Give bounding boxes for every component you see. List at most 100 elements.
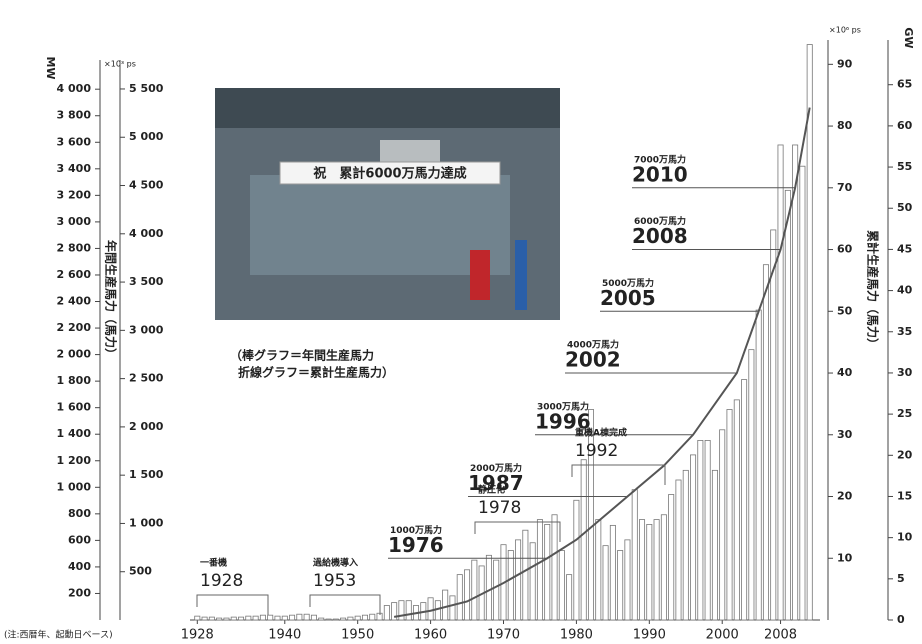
bar [223, 617, 230, 621]
tick-label: 400 [68, 560, 91, 573]
bar [515, 539, 522, 621]
photo-banner: 祝 累計6000万馬力達成 [313, 166, 466, 182]
tick-label: 2 600 [57, 268, 92, 281]
tick-label: 15 [897, 489, 912, 502]
bar [245, 615, 252, 621]
tick-label: 60 [897, 119, 913, 132]
bar [653, 519, 660, 621]
y2-unit: ×10⁶ ps [829, 26, 861, 35]
bar [544, 524, 551, 621]
milestone-year: 2002 [565, 348, 621, 372]
milestone-year: 1996 [535, 409, 591, 433]
bar [485, 554, 492, 621]
bar [252, 615, 259, 621]
photo [215, 88, 560, 320]
milestone-year: 1987 [468, 471, 524, 495]
event-label: 一番機 [200, 557, 227, 569]
tick-label: 65 [897, 78, 912, 91]
bar [755, 309, 762, 621]
bar [799, 165, 806, 621]
bar [507, 550, 514, 621]
tick-label: 25 [897, 407, 912, 420]
bar [405, 600, 412, 621]
tick-label: 2 000 [129, 420, 164, 433]
bar [332, 618, 339, 621]
tick-label: 1 400 [57, 427, 92, 440]
bar [551, 514, 558, 621]
tick-label: 3 800 [57, 109, 92, 122]
milestone-label: 6000万馬力 [634, 215, 686, 227]
tick-label: 20 [897, 448, 913, 461]
bar [464, 569, 471, 621]
bar [704, 440, 711, 621]
bar [456, 574, 463, 621]
gw-unit: GW [902, 27, 915, 48]
event-bracket [196, 594, 269, 615]
bar [580, 459, 587, 621]
tick-label: 10 [837, 551, 853, 564]
bar [660, 514, 667, 621]
tick-label: 20 [837, 490, 853, 503]
y2-title: 累計生産馬力（馬力） [866, 230, 881, 350]
bar [733, 399, 740, 621]
bar [310, 614, 317, 621]
bar [587, 409, 594, 621]
x-tick-label: 2008 [764, 628, 797, 643]
event-bracket [309, 594, 381, 615]
bar [354, 615, 361, 621]
tick-label: 60 [837, 243, 853, 256]
bar [529, 542, 536, 621]
note: (注:西暦年、起動日ベース) [4, 629, 113, 641]
tick-label: 1 000 [57, 480, 92, 493]
bar [719, 429, 726, 621]
bar [617, 550, 624, 621]
bar [493, 559, 500, 621]
tick-label: 2 200 [57, 321, 92, 334]
bar [391, 602, 398, 621]
x-tick-label: 1970 [487, 628, 520, 643]
tick-label: 2 800 [57, 241, 92, 254]
bar [201, 616, 208, 621]
bar [741, 379, 748, 621]
bar [427, 597, 434, 621]
bar [347, 616, 354, 621]
milestone-label: 3000万馬力 [537, 400, 589, 412]
bar [806, 44, 813, 621]
bar [383, 605, 390, 621]
x-tick-label: 1980 [560, 628, 593, 643]
event-label: 重機A棟完成 [575, 427, 627, 439]
event-label: 過給機導入 [312, 557, 358, 569]
x-tick-label: 1990 [633, 628, 666, 643]
bar [340, 617, 347, 621]
milestone-year: 2005 [600, 286, 656, 310]
bar [208, 616, 215, 621]
milestone-label: 7000万馬力 [634, 153, 686, 165]
bar [595, 519, 602, 621]
bar [289, 614, 296, 621]
bar [303, 613, 310, 621]
event-year: 1978 [478, 498, 521, 518]
legend-line: 折線グラフ＝累計生産馬力） [238, 365, 394, 380]
event-year: 1928 [200, 571, 243, 591]
bar [690, 454, 697, 621]
x-tick-label: 2000 [706, 628, 739, 643]
bar [216, 617, 223, 621]
event-year: 1953 [313, 571, 356, 591]
tick-label: 200 [68, 586, 91, 599]
bar [230, 616, 237, 621]
tick-label: 3 600 [57, 135, 92, 148]
tick-label: 70 [837, 181, 853, 194]
tick-label: 35 [897, 325, 912, 338]
bar [398, 600, 405, 621]
bar [267, 614, 274, 621]
tick-label: 3 400 [57, 162, 92, 175]
tick-label: 30 [837, 428, 853, 441]
tick-label: 800 [68, 507, 91, 520]
event-bracket [474, 521, 561, 542]
milestone-year: 2008 [632, 224, 688, 248]
bar [296, 613, 303, 621]
bar [471, 559, 478, 621]
bar [675, 479, 682, 621]
legend-line: （棒グラフ＝年間生産馬力 [230, 348, 374, 363]
